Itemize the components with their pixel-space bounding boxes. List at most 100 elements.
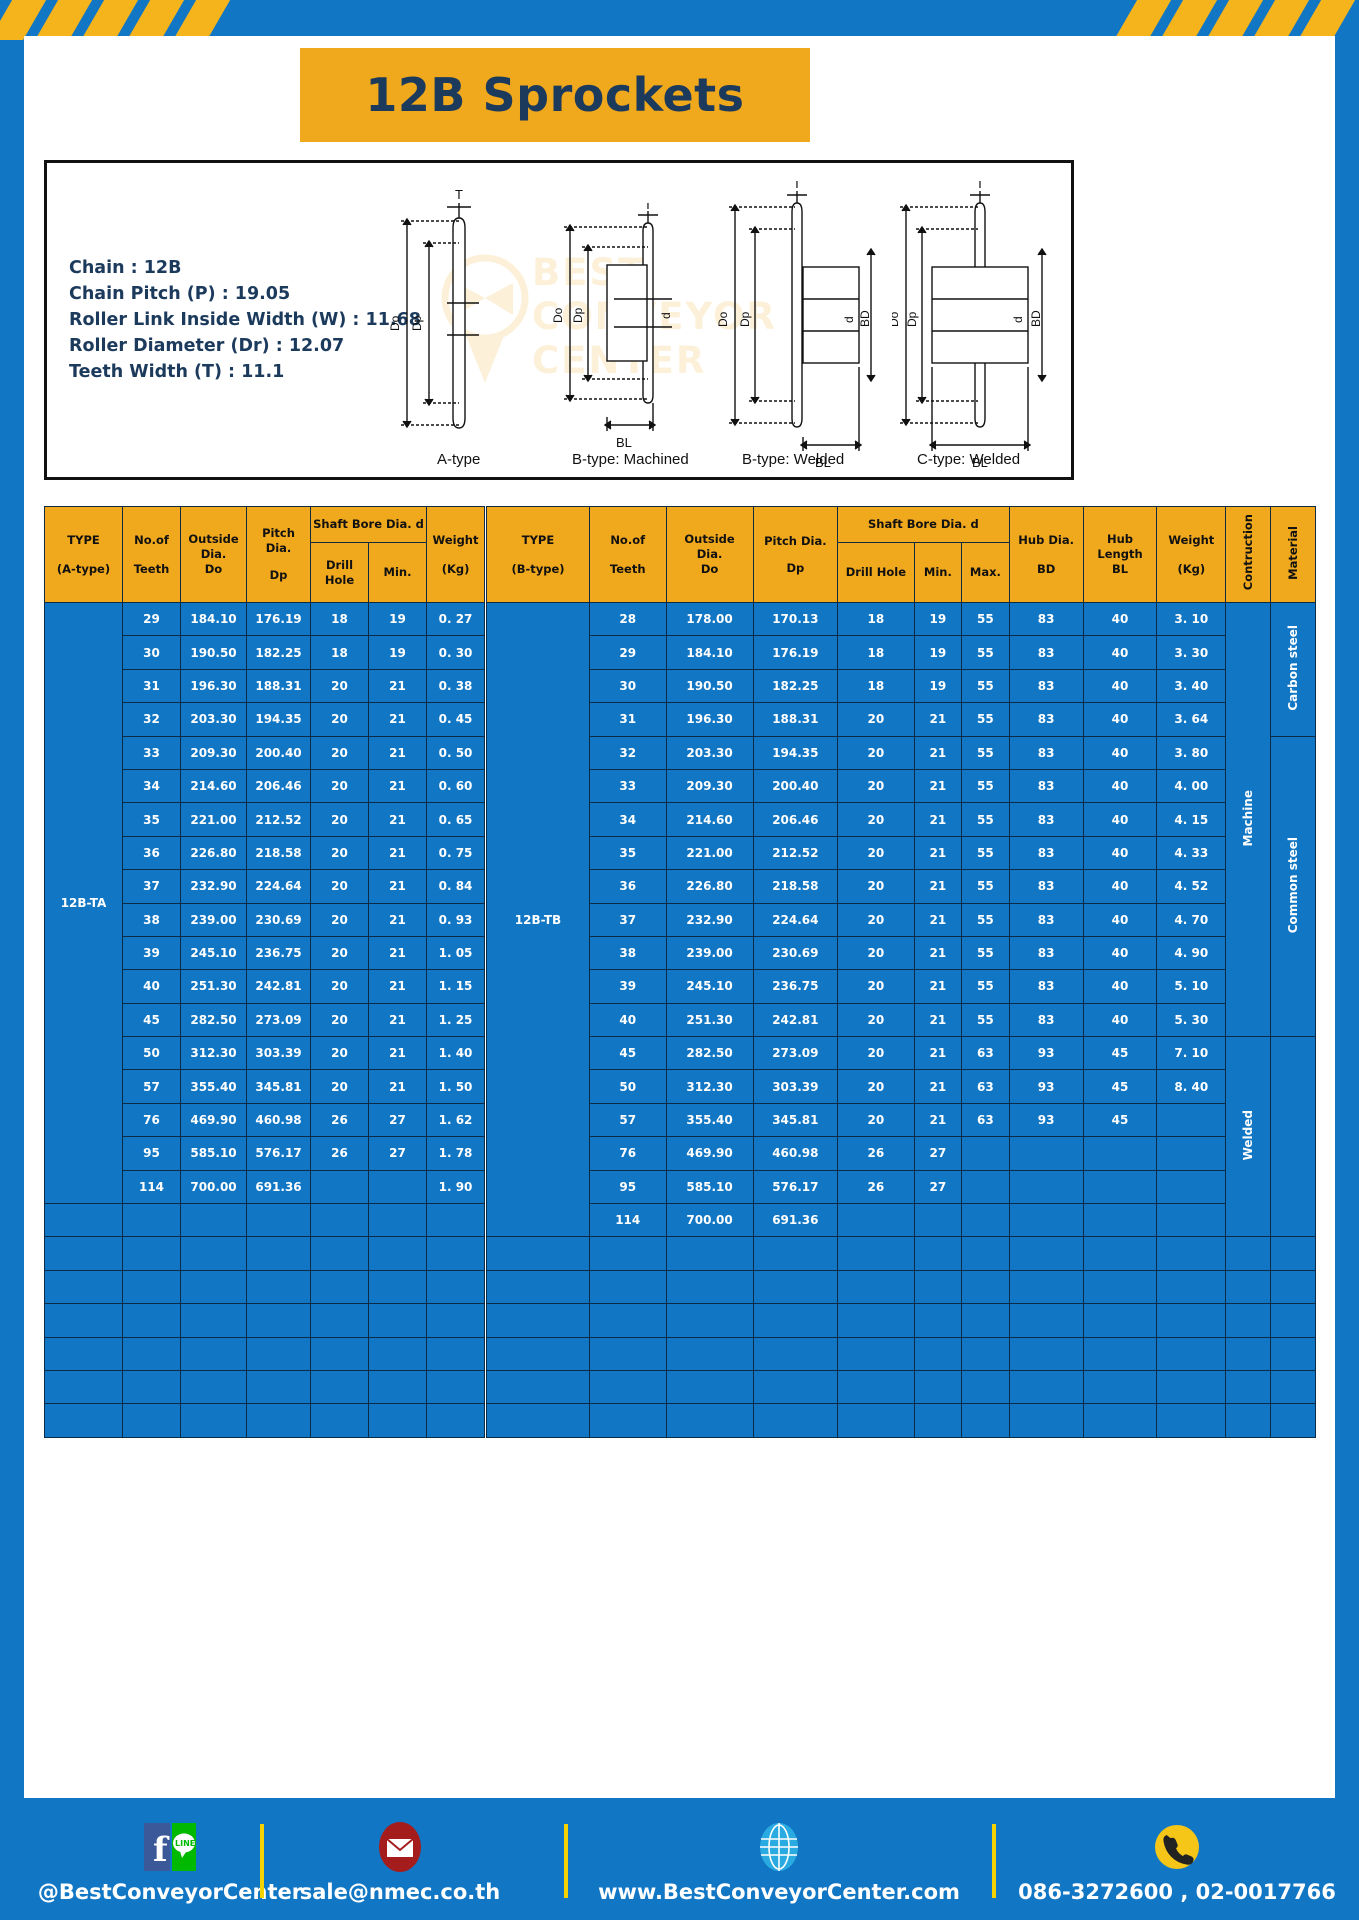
cell-empty — [1008, 1369, 1084, 1405]
cell-min: 21 — [367, 869, 428, 904]
cell-empty — [1225, 1303, 1271, 1338]
cell-pitch-dia: 212.52 — [752, 835, 839, 871]
spec-chain-pitch: Chain Pitch (P) : 19.05 — [69, 284, 291, 304]
footer-website[interactable]: www.BestConveyorCenter.com — [584, 1818, 974, 1904]
cell-outside-dia: 184.10 — [665, 635, 754, 670]
cell-teeth: 37 — [588, 902, 667, 937]
spec-roller-width: Roller Link Inside Width (W) : 11.68 — [69, 310, 421, 330]
cell-teeth: 114 — [122, 1169, 181, 1205]
cell-min: 27 — [913, 1136, 963, 1171]
cell-min: 21 — [913, 835, 963, 871]
cell-weight: 4. 15 — [1156, 802, 1227, 837]
footer-email[interactable]: sale@nmec.co.th — [280, 1818, 520, 1904]
cell-teeth: 36 — [122, 835, 181, 871]
cell-drill-hole: 20 — [837, 1102, 915, 1138]
cell-weight: 5. 10 — [1156, 969, 1227, 1004]
spec-diagram-panel: BEST CONVEYOR CENTER Chain : 12B Chain P… — [44, 160, 1074, 480]
cell-min: 21 — [367, 1069, 428, 1104]
cell-empty — [1082, 1403, 1158, 1438]
cell-empty — [1225, 1336, 1271, 1371]
cell-empty — [310, 1236, 369, 1271]
table-row: 36 226.80 218.58 20 21 0. 75 — [45, 835, 486, 871]
cell-empty — [246, 1369, 311, 1405]
cell-weight: 0. 75 — [426, 835, 486, 871]
cell-empty — [246, 1336, 311, 1371]
cell-empty — [1156, 1403, 1227, 1438]
cell-weight: 4. 70 — [1156, 902, 1227, 937]
sprocket-drawing-a-type: T Do Dp — [388, 187, 479, 429]
th-a-od-l2: Dia. — [200, 547, 227, 561]
page-title: 12B Sprockets — [365, 68, 745, 122]
cell-empty — [665, 1369, 754, 1405]
table-row: 40 251.30 242.81 20 21 55 83 40 5. 30 — [487, 1002, 1316, 1038]
th-b-pd-l2: Dp — [786, 560, 805, 575]
cell-teeth: 35 — [122, 802, 181, 837]
cell-empty — [180, 1403, 247, 1438]
cell-hub-dia: 83 — [1008, 802, 1084, 837]
cell-empty — [1225, 1369, 1271, 1405]
cell-outside-dia: 355.40 — [665, 1102, 754, 1138]
cell-empty — [1082, 1369, 1158, 1405]
th-a-weight: Weight (Kg) — [426, 506, 486, 603]
footer-phone[interactable]: 086-3272600 , 02-0017766 — [1012, 1818, 1342, 1904]
svg-text:Do: Do — [388, 315, 402, 331]
footer-facebook[interactable]: f LINE @BestConveyorCenter — [20, 1818, 320, 1904]
cell-empty — [486, 1336, 590, 1371]
cell-empty — [122, 1336, 181, 1371]
table-row: 95 585.10 576.17 26 27 — [487, 1169, 1316, 1205]
cell-empty — [426, 1269, 486, 1305]
cell-outside-dia: 214.60 — [180, 768, 247, 804]
sprocket-drawing-b-type-machined: T Do Dp d BL — [552, 203, 673, 450]
cell-max: 55 — [961, 668, 1010, 704]
cell-empty — [1082, 1269, 1158, 1305]
cell-outside-dia: 469.90 — [180, 1102, 247, 1138]
table-row: 57 355.40 345.81 20 21 63 93 45 — [487, 1102, 1316, 1138]
cell-weight — [1156, 1136, 1227, 1171]
facebook-line-icons: f LINE — [20, 1818, 320, 1876]
cell-empty — [246, 1303, 311, 1338]
cell-pitch-dia: 212.52 — [246, 802, 311, 837]
cell-min: 21 — [913, 969, 963, 1004]
table-row: 30 190.50 182.25 18 19 55 83 40 3. 40 — [487, 668, 1316, 704]
cell-teeth: 29 — [588, 635, 667, 670]
cell-empty — [486, 1236, 590, 1271]
cell-min: 21 — [913, 1069, 963, 1104]
cell-material-carbon-steel: Carbon steel — [1270, 602, 1316, 737]
table-row-empty — [486, 1336, 1316, 1371]
cell-hub-length: 40 — [1082, 668, 1158, 704]
cell-drill-hole: 18 — [310, 601, 369, 637]
cell-empty — [367, 1369, 428, 1405]
cell-outside-dia: 178.00 — [665, 601, 754, 637]
cell-max: 55 — [961, 902, 1010, 937]
th-b-construction-label: Contruction — [1240, 514, 1255, 591]
svg-text:BL: BL — [815, 455, 831, 470]
sprocket-drawing-b-type-welded: T Do Dp d BD BL — [717, 181, 876, 470]
cell-empty — [961, 1236, 1010, 1271]
cell-outside-dia: 282.50 — [665, 1036, 754, 1071]
cell-empty — [665, 1236, 754, 1271]
cell-empty — [246, 1269, 311, 1305]
cell-drill-hole: 20 — [837, 835, 915, 871]
cell-empty — [752, 1403, 839, 1438]
cell-pitch-dia: 176.19 — [246, 601, 311, 637]
cell-hub-dia: 93 — [1008, 1102, 1084, 1138]
cell-max: 55 — [961, 768, 1010, 804]
cell-outside-dia: 239.00 — [665, 935, 754, 971]
table-row: 31 196.30 188.31 20 21 55 83 40 3. 64 — [487, 702, 1316, 737]
footer-divider — [564, 1824, 568, 1898]
svg-text:Do: Do — [552, 307, 565, 323]
cell-empty — [180, 1236, 247, 1271]
cell-outside-dia: 226.80 — [180, 835, 247, 871]
cell-empty — [665, 1303, 754, 1338]
cell-drill-hole: 20 — [837, 902, 915, 937]
th-a-drill-hole: Drill Hole — [310, 542, 369, 603]
cell-pitch-dia: 691.36 — [246, 1169, 311, 1205]
cell-min: 19 — [913, 668, 963, 704]
table-row: 114 700.00 691.36 — [487, 1203, 1316, 1238]
cell-weight: 0. 38 — [426, 668, 486, 704]
cell-outside-dia: 209.30 — [665, 768, 754, 804]
cell-weight: 1. 40 — [426, 1036, 486, 1071]
cell-max: 55 — [961, 735, 1010, 770]
cell-weight: 1. 90 — [426, 1169, 486, 1205]
cell-pitch-dia: 206.46 — [752, 802, 839, 837]
